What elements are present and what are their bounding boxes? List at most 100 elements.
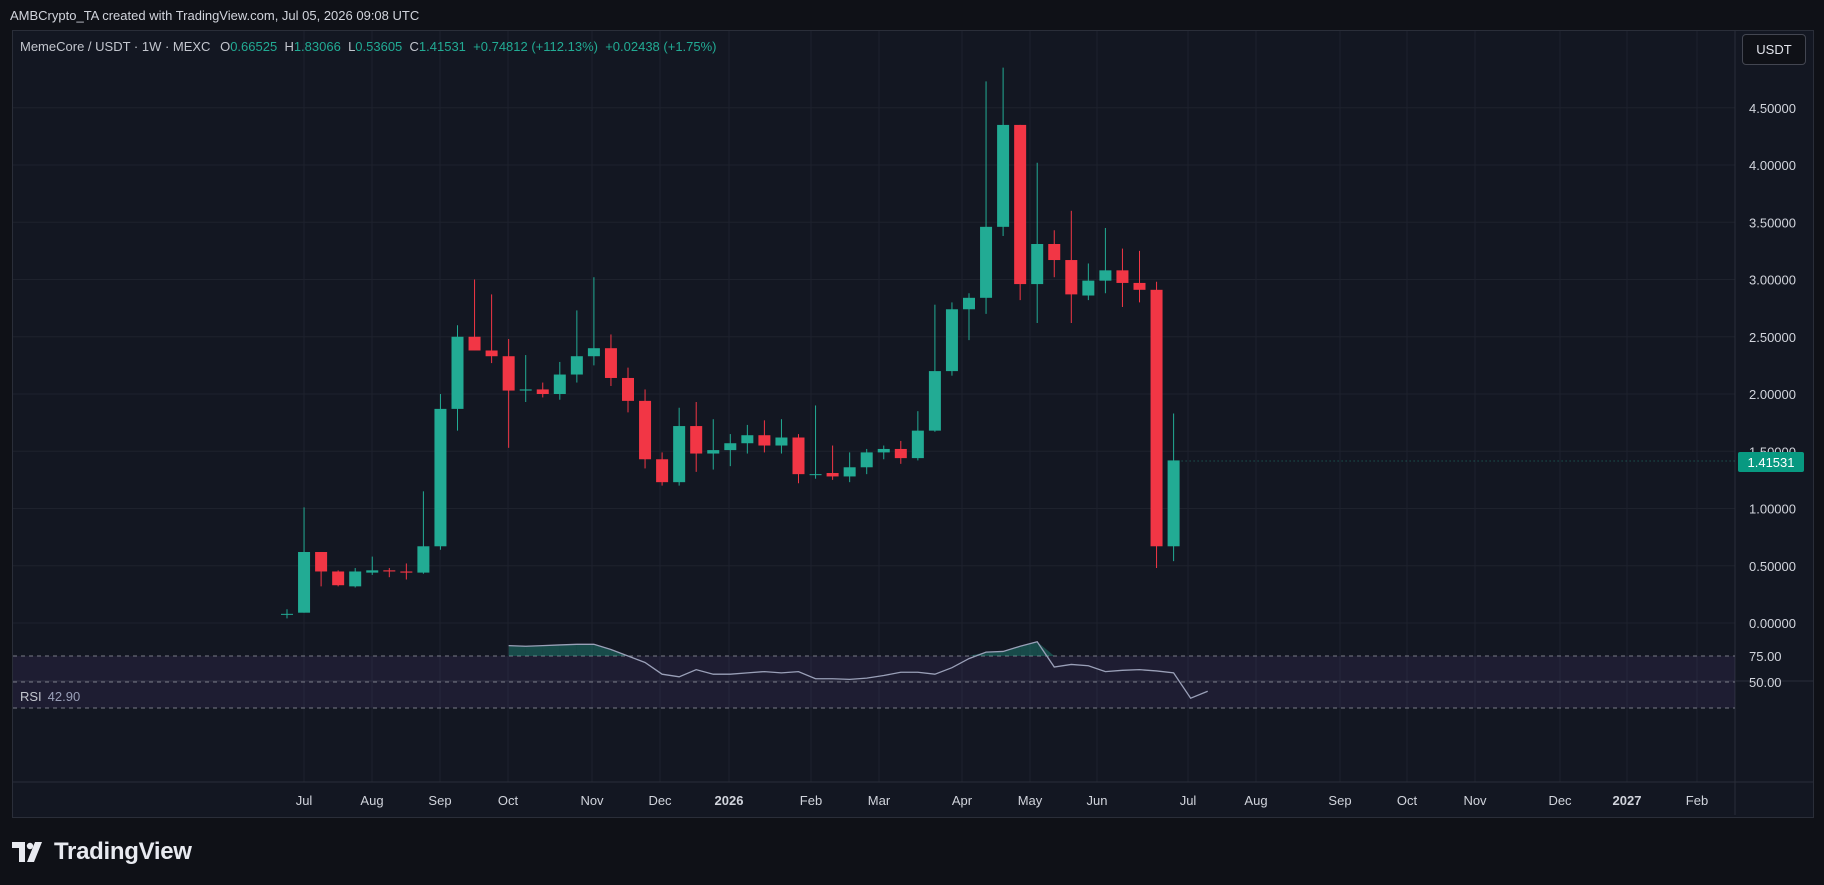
candle-body [826,473,839,477]
candle-body [673,426,686,483]
candle-body [1048,244,1061,261]
candle-body [417,546,430,573]
open-key: O [220,39,231,54]
price-tick-label: 4.00000 [1749,158,1796,173]
high-key: H [284,39,294,54]
rsi-overbought-fill [542,644,560,656]
candle-body [724,443,737,451]
price-tick-label: 4.50000 [1749,101,1796,116]
candle-body [451,336,464,409]
currency-button[interactable]: USDT [1742,34,1806,65]
candle-body [963,297,975,310]
time-tick-label: Aug [360,793,383,808]
tradingview-logo[interactable]: TradingView [12,838,192,866]
rsi-overbought-fill [969,652,987,656]
candle-body [332,571,345,586]
candle-body [349,571,362,587]
candle-body [656,459,669,483]
price-tick-label: 3.50000 [1749,215,1796,230]
rsi-tick-label: 50.00 [1749,675,1782,690]
low-value: 0.53605 [355,39,403,54]
candle-body [690,426,703,454]
close-key: C [409,39,419,54]
candle-body [945,309,958,372]
candle-body [383,570,396,572]
time-tick-label: Aug [1244,793,1267,808]
candle-body [1167,460,1180,547]
time-tick-label: Mar [868,793,891,808]
open-value: 0.66525 [230,39,278,54]
tradingview-logo-icon [12,842,42,862]
price-tick-label: 2.50000 [1749,330,1796,345]
price-tick-label: 0.00000 [1749,616,1796,631]
rsi-name: RSI [20,689,42,704]
candle-body [570,356,583,375]
candle-body [587,348,600,357]
high-value: 1.83066 [293,39,341,54]
candle-body [1099,270,1112,281]
candle-body [468,336,481,351]
rsi-value: 42.90 [47,689,81,704]
candle-body [434,408,447,547]
candle-body [758,435,771,446]
time-tick-label: Feb [1686,793,1708,808]
price-tick-label: 0.50000 [1749,559,1796,574]
candle-body [894,448,907,459]
candle-body [1065,260,1078,295]
time-tick-label: Oct [498,793,519,808]
candle-body [1133,282,1146,290]
chart-credit: AMBCrypto_TA created with TradingView.co… [10,8,420,23]
candle-body [400,571,413,573]
time-tick-label: Apr [952,793,973,808]
candle-body [553,374,566,394]
change-value: +0.74812 (+112.13%) [473,39,598,54]
time-axis: Jul Aug Sep Oct Nov Dec 2026 Feb Mar Apr May Jun Jul… [296,793,1709,808]
price-tick-label: 3.00000 [1749,273,1796,288]
candle-body [775,437,788,446]
price-tick-label: 1.00000 [1749,502,1796,517]
candle-body [281,613,293,615]
rsi-overbought-fill [508,645,526,656]
time-tick-label: Dec [1548,793,1572,808]
candle-body [1116,270,1129,283]
time-tick-label: 2026 [715,793,744,808]
candle-body [366,570,379,573]
time-tick-label: Sep [428,793,451,808]
candlestick-series [281,67,1735,619]
time-tick-label: Feb [800,793,822,808]
candle-body [792,437,805,475]
time-tick-label: May [1018,793,1043,808]
candle-body [928,371,941,431]
time-tick-label: Dec [648,793,672,808]
candle-body [485,350,498,357]
rsi-legend[interactable]: RSI 42.90 [20,689,80,704]
candle-body [639,400,652,460]
candle-body [809,474,822,476]
low-key: L [348,39,356,54]
grid-lines [13,31,1813,815]
symbol-legend[interactable]: MemeCore / USDT · 1W · MEXC O0.66525 H1.… [20,39,717,54]
candle-body [1014,124,1027,285]
candle-body [980,226,993,298]
time-tick-label: Nov [580,793,604,808]
time-tick-label: 2027 [1613,793,1642,808]
time-tick-label: Sep [1328,793,1351,808]
change-value-2: +0.02438 (+1.75%) [605,39,717,54]
time-tick-label: Oct [1397,793,1418,808]
rsi-overbought-fill [1003,646,1021,656]
candle-body [315,552,328,572]
price-pane-bg [13,31,1735,650]
close-value: 1.41531 [418,39,466,54]
candle-body [502,356,515,391]
rsi-overbought-fill [576,644,594,656]
price-axis: 0.000000.500001.000001.500002.000002.500… [1749,101,1796,631]
candle-body [519,389,532,391]
candle-body [536,389,549,394]
logo-text: TradingView [54,838,192,865]
rsi-line [508,640,1208,700]
candle-body [860,452,873,468]
symbol-name[interactable]: MemeCore / USDT · 1W · MEXC [20,39,211,54]
rsi-pane: 75.00 50.00 [13,640,1782,709]
price-tick-label: 2.00000 [1749,387,1796,402]
